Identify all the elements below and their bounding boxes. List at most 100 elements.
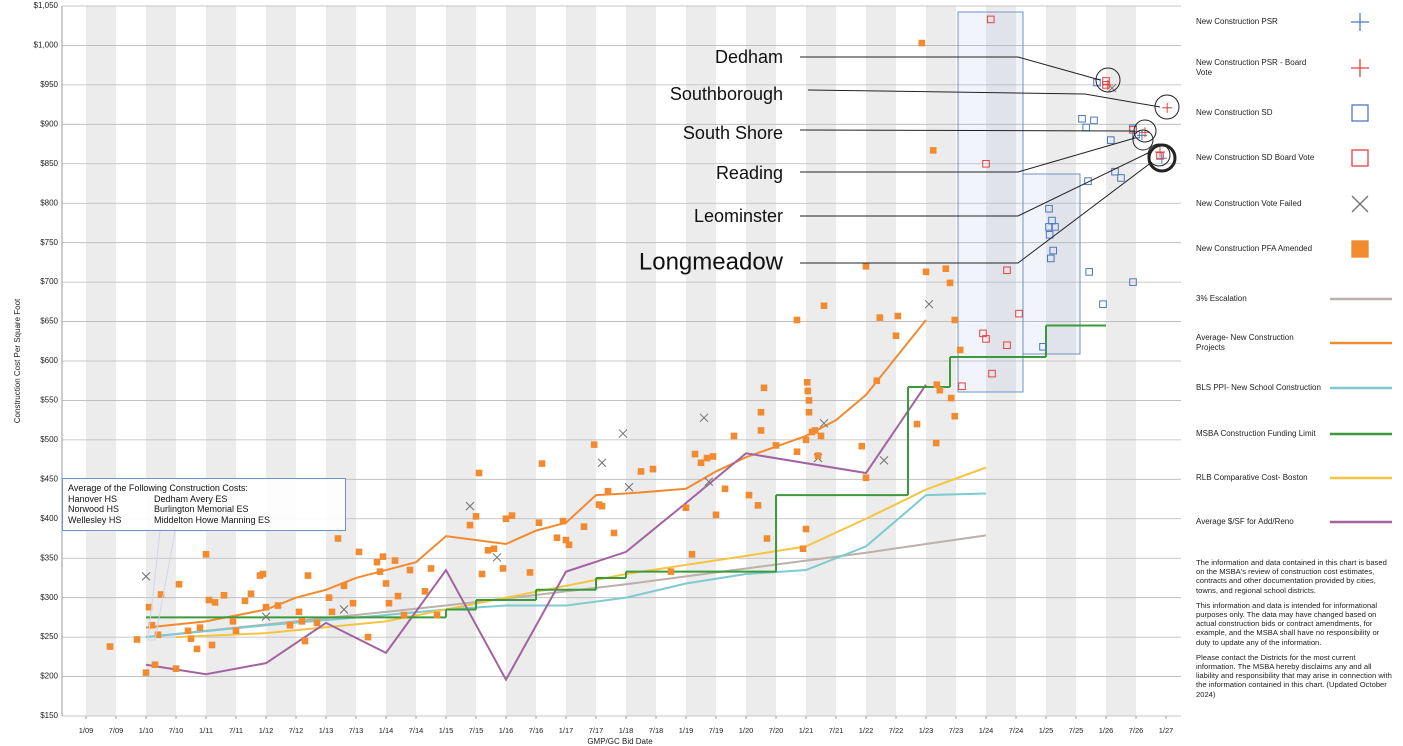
marker (730, 432, 738, 440)
marker (538, 460, 546, 467)
x-tick-label: 1/24 (979, 726, 994, 735)
y-tick-label: $850 (40, 159, 58, 168)
marker (951, 316, 959, 324)
marker (1090, 116, 1098, 125)
callout: Reading (716, 163, 783, 183)
marker (597, 458, 607, 468)
x-tick-label: 7/20 (769, 726, 784, 735)
x-tick-label: 1/13 (319, 726, 334, 735)
marker (805, 408, 813, 416)
legend-symbol (1351, 104, 1369, 122)
x-tick-label: 7/18 (649, 726, 664, 735)
legend-label: Average $/SF for Add/Reno (1196, 517, 1294, 526)
marker (328, 608, 336, 616)
box-cell: Wellesley HS (68, 514, 122, 525)
marker (803, 379, 811, 386)
leader (807, 89, 1161, 108)
x-tick-label: 7/19 (709, 726, 724, 735)
marker (406, 566, 414, 574)
box-row: Hanover HS Dedham Avery ES (68, 494, 340, 505)
y-tick-label: $300 (40, 593, 58, 602)
marker (1162, 102, 1173, 113)
x-tick-label: 7/23 (949, 726, 964, 735)
marker (562, 536, 570, 544)
marker (1039, 343, 1047, 351)
x-tick-label: 1/20 (739, 726, 754, 735)
marker (274, 602, 282, 609)
marker (433, 611, 441, 619)
marker (232, 627, 240, 635)
marker (1156, 152, 1164, 160)
marker (145, 603, 153, 611)
marker (820, 302, 828, 310)
legend-label: RLB Comparative Cost- Boston (1196, 473, 1308, 482)
marker (876, 314, 884, 321)
marker (1117, 174, 1125, 182)
marker (262, 603, 270, 611)
marker (649, 465, 657, 473)
marker (1155, 146, 1165, 157)
x-tick-label: 1/22 (859, 726, 874, 735)
line (145, 384, 927, 682)
marker (394, 592, 402, 600)
marker (490, 545, 498, 553)
y-tick-label: $1,050 (34, 1, 59, 10)
y-tick-label: $200 (40, 672, 58, 681)
marker (259, 570, 267, 578)
marker (421, 588, 429, 595)
marker (1099, 300, 1107, 308)
legend-label: New Construction PSR (1196, 17, 1278, 26)
marker (261, 612, 271, 621)
callout-circle (1147, 143, 1177, 173)
marker (1045, 223, 1053, 231)
marker (757, 408, 765, 416)
marker (376, 568, 384, 575)
legend-symbol (1351, 240, 1369, 258)
legend-label: 3% Escalation (1196, 294, 1247, 303)
marker (385, 599, 393, 607)
y-tick-label: $150 (40, 711, 58, 720)
marker (637, 468, 645, 475)
marker (196, 624, 204, 631)
marker (697, 459, 705, 467)
legend-symbol (1351, 13, 1369, 31)
x-tick-label: 1/19 (679, 726, 694, 735)
x-tick-label: 1/16 (499, 726, 514, 735)
marker (1051, 223, 1059, 231)
highlight-box (957, 11, 1024, 393)
x-tick-label: 1/17 (559, 726, 574, 735)
marker (334, 535, 342, 542)
y-tick-label: $950 (40, 80, 58, 89)
x-tick-label: 7/25 (1069, 726, 1084, 735)
x-tick-label: 7/10 (169, 726, 184, 735)
highlight-box (1022, 173, 1081, 355)
marker (247, 590, 255, 598)
box-title: Average of the Following Construction Co… (68, 483, 248, 493)
marker (559, 517, 567, 525)
marker (106, 643, 114, 650)
marker (1084, 177, 1092, 185)
marker (175, 580, 183, 588)
box-cell: Middelton Howe Manning ES (154, 514, 271, 525)
leader (799, 129, 1135, 132)
legend-label: New Construction SD (1196, 108, 1273, 117)
marker (465, 501, 475, 511)
marker (932, 439, 940, 447)
marker (339, 605, 349, 614)
marker (1129, 278, 1137, 286)
marker (793, 448, 801, 456)
marker (301, 637, 309, 645)
y-tick-label: $450 (40, 474, 58, 483)
marker (184, 627, 192, 635)
marker (208, 641, 216, 649)
y-tick-label: $350 (40, 553, 58, 562)
x-tick-label: 7/15 (469, 726, 484, 735)
marker (202, 550, 210, 558)
marker (924, 299, 934, 309)
x-tick-label: 7/14 (409, 726, 424, 735)
x-tick-label: 1/27 (1159, 726, 1174, 735)
marker (682, 504, 690, 512)
marker (618, 429, 628, 438)
marker (862, 263, 870, 270)
